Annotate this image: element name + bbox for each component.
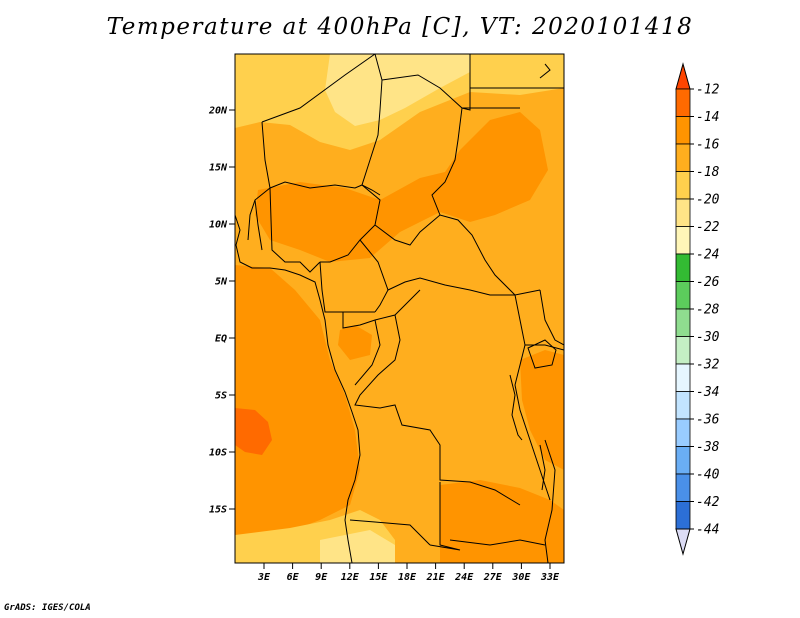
colorbar-swatch	[675, 473, 691, 502]
lon-tick-label: 3E	[257, 572, 271, 583]
lat-tick-label: 10N	[209, 220, 228, 231]
map-frame	[234, 53, 565, 564]
colorbar-swatch	[675, 363, 691, 392]
colorbar-swatch	[675, 171, 691, 200]
map-title: Temperature at 400hPa [C], VT: 202010141…	[106, 14, 694, 40]
latitude-axis: 20N 15N 10N 5N EQ 5S 10S 15S	[208, 106, 235, 516]
colorbar-swatch	[675, 116, 691, 145]
colorbar-swatch	[675, 198, 691, 227]
lon-tick-label: 15E	[369, 572, 388, 583]
grads-credit: GrADS: IGES/COLA	[4, 603, 91, 613]
colorbar-label: -14	[696, 110, 719, 125]
colorbar-swatch	[675, 501, 691, 530]
colorbar-label: -18	[696, 165, 720, 180]
colorbar-label: -40	[696, 468, 720, 483]
colorbar-label: -30	[696, 330, 720, 345]
lat-tick-label: 10S	[209, 448, 227, 459]
colorbar-swatch	[675, 336, 691, 365]
colorbar-label: -20	[696, 193, 720, 208]
colorbar-swatch	[675, 226, 691, 255]
lat-tick-label: 5S	[215, 391, 227, 402]
lon-tick-label: 21E	[426, 572, 446, 583]
colorbar-swatch	[675, 418, 691, 447]
colorbar-label: -28	[696, 303, 720, 318]
colorbar-label: -22	[696, 220, 720, 235]
lon-tick-label: 33E	[540, 572, 560, 583]
lat-tick-label: EQ	[215, 334, 227, 345]
colorbar-swatch	[675, 88, 691, 117]
colorbar-label: -24	[696, 248, 719, 263]
colorbar-swatch	[675, 281, 691, 310]
colorbar-swatch	[675, 308, 691, 337]
lon-tick-label: 30E	[511, 572, 531, 583]
lat-tick-label: 15N	[209, 163, 228, 174]
colorbar-top-arrow	[675, 62, 691, 90]
lon-tick-label: 18E	[398, 572, 417, 583]
colorbar-label: -32	[696, 358, 720, 373]
colorbar-label: -26	[696, 275, 720, 290]
colorbar-swatch	[675, 446, 691, 475]
lon-tick-label: 24E	[454, 572, 474, 583]
colorbar-label: -12	[696, 83, 720, 98]
contour-fill	[235, 54, 564, 563]
colorbar-label: -36	[696, 413, 720, 428]
lon-tick-label: 12E	[341, 572, 360, 583]
colorbar-label: -42	[696, 495, 720, 510]
colorbar-bottom-arrow	[675, 528, 691, 556]
lon-tick-label: 6E	[287, 572, 300, 583]
lat-tick-label: 15S	[209, 505, 227, 516]
longitude-axis: 3E 6E 9E 12E 15E 18E 21E 24E 27E 30E 33E	[257, 563, 560, 583]
colorbar-label: -38	[696, 440, 720, 455]
lat-tick-label: 5N	[215, 277, 228, 288]
lat-tick-label: 20N	[208, 106, 228, 117]
colorbar-label: -16	[696, 138, 720, 153]
political-boundaries	[235, 54, 564, 563]
colorbar-swatch	[675, 253, 691, 282]
colorbar-label: -34	[696, 385, 719, 400]
lon-tick-label: 27E	[483, 572, 503, 583]
colorbar-swatch	[675, 143, 691, 172]
lon-tick-label: 9E	[315, 572, 328, 583]
colorbar-swatch	[675, 391, 691, 420]
colorbar-label: -44	[696, 523, 719, 538]
colorbar: -12 -14 -16 -18 -20 -22 -24 -26 -28 -30 -32 -34 -36 -…	[675, 62, 720, 556]
